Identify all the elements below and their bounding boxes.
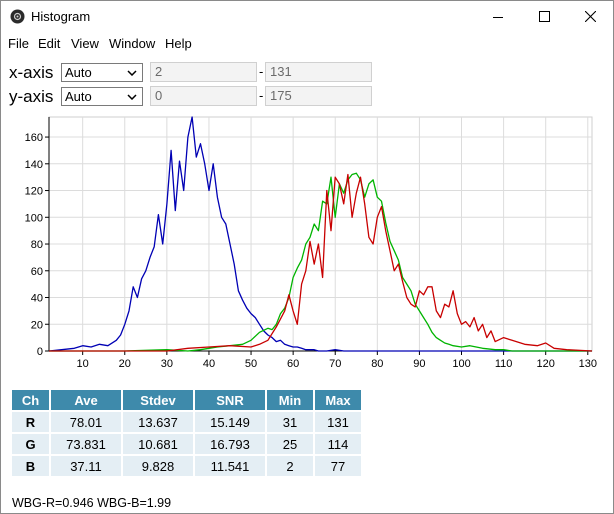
- close-icon: [584, 11, 596, 22]
- window-title: Histogram: [31, 9, 91, 24]
- x-axis-mode-select[interactable]: Auto: [61, 63, 143, 82]
- x-tick-label: 60: [287, 358, 299, 370]
- table-row: G 73.831 10.681 16.793 25 114: [12, 434, 361, 454]
- y-tick-label: 120: [25, 186, 43, 198]
- cell-channel: R: [12, 412, 49, 432]
- channel-stats-table: Ch Ave Stdev SNR Min Max R 78.01 13.637 …: [10, 388, 363, 478]
- y-tick-label: 20: [31, 319, 43, 331]
- cell-channel: B: [12, 456, 49, 476]
- cell-stdev: 9.828: [123, 456, 193, 476]
- header-stdev: Stdev: [123, 390, 193, 410]
- cell-min: 25: [267, 434, 313, 454]
- y-axis-max-field[interactable]: 175: [265, 86, 372, 106]
- header-max: Max: [315, 390, 361, 410]
- x-axis-mode-value: Auto: [65, 65, 92, 80]
- x-tick-label: 90: [413, 358, 425, 370]
- y-axis-mode-select[interactable]: Auto: [61, 87, 143, 106]
- cell-ave: 37.11: [51, 456, 121, 476]
- histogram-app-icon: [10, 9, 25, 24]
- x-axis-max-field[interactable]: 131: [265, 62, 372, 82]
- histogram-chart[interactable]: 10 20 30 40 50 60 70 80 90 100 110 120 130 0 20 40 60 80 1…: [1, 113, 613, 383]
- y-axis-label: y-axis: [9, 87, 54, 106]
- menu-view[interactable]: View: [71, 36, 99, 51]
- y-tick-label: 160: [25, 132, 43, 144]
- y-tick-label: 100: [25, 212, 43, 224]
- menu-bar: File Edit View Window Help: [1, 32, 613, 54]
- header-ave: Ave: [51, 390, 121, 410]
- cell-channel: G: [12, 434, 49, 454]
- cell-ave: 73.831: [51, 434, 121, 454]
- chevron-down-icon: [127, 94, 137, 100]
- cell-max: 77: [315, 456, 361, 476]
- close-button[interactable]: [567, 1, 613, 32]
- red-channel-series: [49, 173, 593, 352]
- minimize-icon: [493, 16, 503, 18]
- y-axis-min-field[interactable]: 0: [150, 86, 257, 106]
- green-channel-series: [49, 172, 592, 352]
- menu-edit[interactable]: Edit: [38, 36, 61, 51]
- y-tick-label: 60: [31, 266, 43, 278]
- menu-window[interactable]: Window: [109, 36, 156, 51]
- x-axis-label: x-axis: [9, 63, 54, 82]
- x-axis-min-field[interactable]: 2: [150, 62, 257, 82]
- x-tick-label: 10: [77, 358, 89, 370]
- x-tick-label: 100: [452, 358, 470, 370]
- x-tick-label: 130: [579, 358, 597, 370]
- table-header-row: Ch Ave Stdev SNR Min Max: [12, 390, 361, 410]
- x-tick-label: 20: [119, 358, 131, 370]
- y-axis-range-separator: -: [259, 88, 264, 103]
- header-ch: Ch: [12, 390, 49, 410]
- table-row: B 37.11 9.828 11.541 2 77: [12, 456, 361, 476]
- menu-help[interactable]: Help: [165, 36, 192, 51]
- x-tick-label: 30: [161, 358, 173, 370]
- x-tick-label: 50: [245, 358, 257, 370]
- cell-max: 114: [315, 434, 361, 454]
- blue-channel-series: [48, 116, 592, 352]
- x-tick-label: 120: [537, 358, 555, 370]
- cell-stdev: 13.637: [123, 412, 193, 432]
- x-tick-label: 40: [203, 358, 215, 370]
- x-tick-label: 110: [495, 358, 513, 370]
- plot-area: [48, 116, 593, 352]
- white-balance-readout: WBG-R=0.946 WBG-B=1.99: [12, 496, 172, 510]
- y-tick-label: 140: [25, 159, 43, 171]
- x-tick-label: 70: [329, 358, 341, 370]
- cell-snr: 16.793: [195, 434, 265, 454]
- cell-min: 31: [267, 412, 313, 432]
- menu-file[interactable]: File: [8, 36, 29, 51]
- header-min: Min: [267, 390, 313, 410]
- cell-max: 131: [315, 412, 361, 432]
- maximize-icon: [538, 11, 550, 22]
- chevron-down-icon: [127, 70, 137, 76]
- table-row: R 78.01 13.637 15.149 31 131: [12, 412, 361, 432]
- y-axis-mode-value: Auto: [65, 89, 92, 104]
- title-bar[interactable]: Histogram: [1, 1, 613, 32]
- x-tick-label: 80: [371, 358, 383, 370]
- maximize-button[interactable]: [521, 1, 567, 32]
- cell-stdev: 10.681: [123, 434, 193, 454]
- minimize-button[interactable]: [475, 1, 521, 32]
- cell-ave: 78.01: [51, 412, 121, 432]
- x-axis-range-separator: -: [259, 64, 264, 79]
- cell-snr: 15.149: [195, 412, 265, 432]
- cell-snr: 11.541: [195, 456, 265, 476]
- y-tick-label: 40: [31, 293, 43, 305]
- cell-min: 2: [267, 456, 313, 476]
- y-tick-label: 80: [31, 239, 43, 251]
- header-snr: SNR: [195, 390, 265, 410]
- y-tick-label: 0: [37, 346, 43, 358]
